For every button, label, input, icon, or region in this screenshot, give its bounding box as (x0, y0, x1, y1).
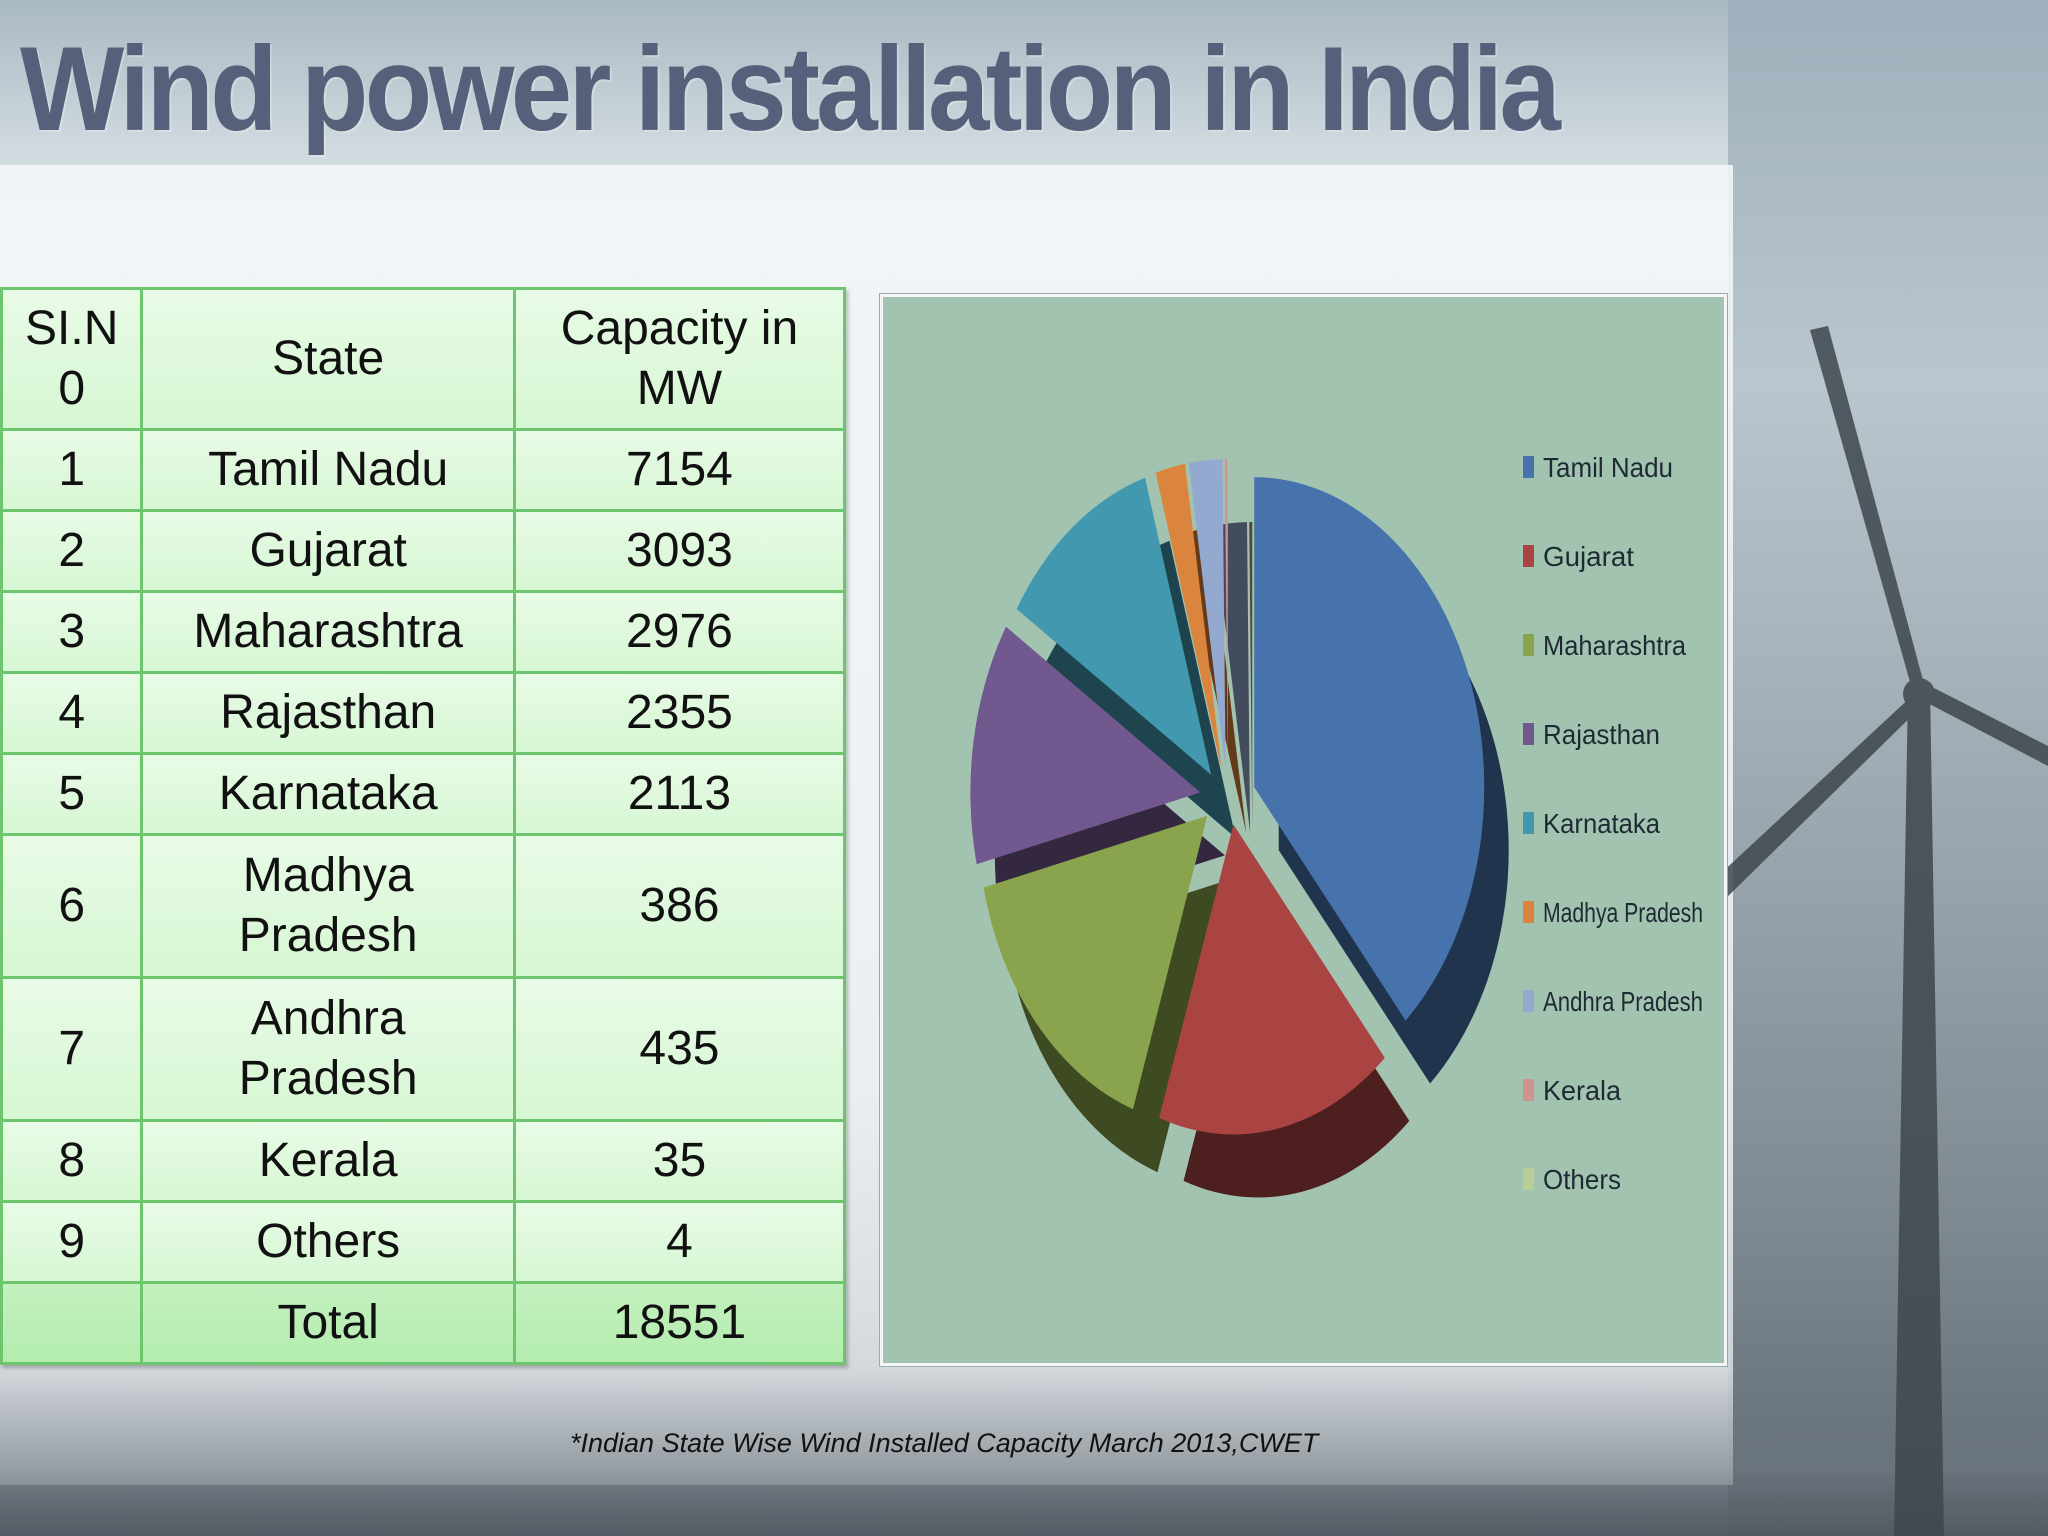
pie-slice-kerala (1224, 459, 1228, 770)
cell-capacity: 4 (512, 1200, 847, 1284)
table-row: 9 Others 4 (0, 1200, 847, 1284)
legend-entry: Karnataka (1523, 808, 1660, 839)
legend-swatch (1523, 812, 1534, 834)
cell-state: Gujarat (140, 509, 516, 593)
legend-label: Madhya Pradesh (1543, 897, 1703, 928)
cell-capacity: 386 (512, 833, 847, 979)
table-row: 5 Karnataka 2113 (0, 752, 847, 836)
legend-entry: Rajasthan (1523, 719, 1660, 750)
legend-swatch (1523, 1079, 1534, 1101)
legend-swatch (1523, 990, 1534, 1012)
cell-capacity: 3093 (512, 509, 847, 593)
pie-slice-karnataka (1016, 477, 1212, 775)
header-capacity: Capacity in MW (512, 287, 847, 431)
legend-label: Maharashtra (1543, 630, 1686, 661)
pie-chart: Tamil Nadu Gujarat Maharashtra Rajasthan Kar… (880, 294, 1727, 1366)
table-row: 8 Kerala 35 (0, 1119, 847, 1203)
legend-entry: Gujarat (1523, 541, 1634, 572)
cell-state: Karnataka (140, 752, 516, 836)
pie-slice-andhra-pradesh (1188, 459, 1226, 770)
cell-state: Madhya Pradesh (140, 833, 516, 979)
legend-entry: Madhya Pradesh (1523, 897, 1703, 928)
page-title: Wind power installation in India (20, 22, 1561, 156)
pie-slice-gujarat (1159, 824, 1385, 1135)
legend-label: Gujarat (1543, 541, 1634, 572)
cell-state: Maharashtra (140, 590, 516, 674)
table-row: 1 Tamil Nadu 7154 (0, 428, 847, 512)
cell-sno: 2 (0, 509, 144, 593)
cell-capacity: 35 (512, 1119, 847, 1203)
cell-state: Tamil Nadu (140, 428, 516, 512)
cell-capacity: 7154 (512, 428, 847, 512)
cell-sno: 7 (0, 976, 144, 1122)
cell-capacity: 2113 (512, 752, 847, 836)
source-note: *Indian State Wise Wind Installed Capaci… (570, 1428, 1319, 1458)
pie-slice-maharashtra (983, 815, 1208, 1110)
cell-state: Others (140, 1200, 516, 1284)
legend-label: Karnataka (1543, 808, 1660, 839)
cell-total-empty (0, 1281, 144, 1365)
legend-entry: Kerala (1523, 1075, 1621, 1106)
table-row: 3 Maharashtra 2976 (0, 590, 847, 674)
legend-swatch (1523, 545, 1534, 567)
cell-capacity: 2355 (512, 671, 847, 755)
legend-swatch (1523, 901, 1534, 923)
legend-swatch (1523, 456, 1534, 478)
capacity-table: SI.N 0 State Capacity in MW 1 Tamil Nadu 7… (0, 287, 847, 1365)
legend-label: Tamil Nadu (1543, 452, 1673, 483)
cell-capacity: 435 (512, 976, 847, 1122)
legend-label: Rajasthan (1543, 719, 1660, 750)
pie-slice-tamil-nadu (1254, 477, 1485, 1021)
wind-turbine-icon (1718, 326, 2048, 1536)
table-row: 2 Gujarat 3093 (0, 509, 847, 593)
cell-sno: 5 (0, 752, 144, 836)
background-sky-right (1728, 0, 2048, 1536)
table-header-row: SI.N 0 State Capacity in MW (0, 287, 847, 431)
legend-entry: Others (1523, 1164, 1621, 1195)
legend-entry: Maharashtra (1523, 630, 1686, 661)
cell-sno: 4 (0, 671, 144, 755)
cell-sno: 9 (0, 1200, 144, 1284)
pie-slice-side (1249, 522, 1253, 833)
legend-label: Others (1543, 1164, 1621, 1195)
cell-total-value: 18551 (512, 1281, 847, 1365)
header-sno: SI.N 0 (0, 287, 144, 431)
cell-state: Kerala (140, 1119, 516, 1203)
legend-entry: Tamil Nadu (1523, 452, 1673, 483)
table-row: 4 Rajasthan 2355 (0, 671, 847, 755)
legend-label: Kerala (1543, 1075, 1621, 1106)
cell-sno: 6 (0, 833, 144, 979)
legend-swatch (1523, 1168, 1534, 1190)
pie-chart-svg: Tamil Nadu Gujarat Maharashtra Rajasthan Kar… (970, 452, 1703, 1198)
header-state: State (140, 287, 516, 431)
background-bottom-band (0, 1370, 2048, 1536)
cell-state: Rajasthan (140, 671, 516, 755)
legend-swatch (1523, 723, 1534, 745)
cell-total-label: Total (140, 1281, 516, 1365)
legend-swatch (1523, 634, 1534, 656)
table-row: 6 Madhya Pradesh 386 (0, 833, 847, 979)
pie-slice-rajasthan (970, 626, 1201, 865)
legend-label: Andhra Pradesh (1543, 986, 1703, 1017)
cell-capacity: 2976 (512, 590, 847, 674)
legend-entry: Andhra Pradesh (1523, 986, 1703, 1017)
cell-state: Andhra Pradesh (140, 976, 516, 1122)
cell-sno: 3 (0, 590, 144, 674)
table-total-row: Total 18551 (0, 1281, 847, 1365)
pie-slice-madhya-pradesh (1155, 463, 1222, 770)
table-row: 7 Andhra Pradesh 435 (0, 976, 847, 1122)
cell-sno: 1 (0, 428, 144, 512)
cell-sno: 8 (0, 1119, 144, 1203)
